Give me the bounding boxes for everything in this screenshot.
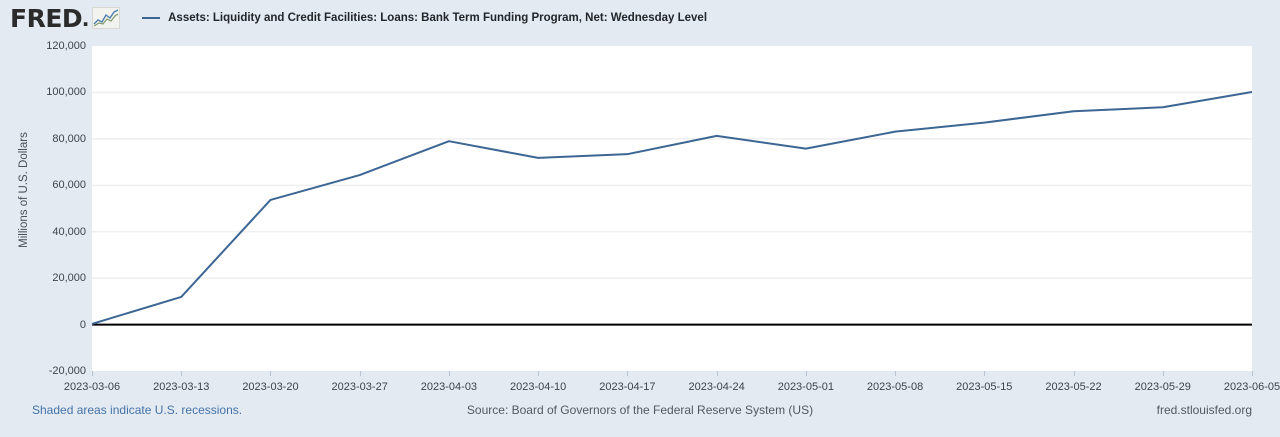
chart-footer: Shaded areas indicate U.S. recessions. S… — [0, 398, 1280, 437]
series-line-bank-term-funding-program — [92, 90, 1252, 325]
x-axis-tick-mark — [895, 371, 897, 376]
y-axis-tick-label: 80,000 — [52, 132, 86, 145]
x-axis-tick-label: 2023-04-24 — [688, 381, 745, 393]
x-axis-tick-mark — [270, 371, 272, 376]
source-note: Source: Board of Governors of the Federa… — [466, 403, 814, 417]
x-axis-tick-mark — [1252, 371, 1253, 376]
x-axis-tick-mark — [181, 371, 183, 376]
x-axis-tick-label: 2023-03-13 — [153, 381, 210, 393]
x-axis-tick-label: 2023-04-10 — [510, 381, 567, 393]
x-axis-tick-mark — [1162, 371, 1164, 376]
y-axis-tick-label: 0 — [79, 318, 86, 331]
fred-wordmark-dot: . — [82, 3, 90, 32]
x-axis-tick-label: 2023-04-17 — [599, 381, 656, 393]
x-axis-tick-mark — [92, 371, 93, 376]
x-axis-tick-mark — [627, 371, 629, 376]
series-plot — [92, 90, 1252, 326]
x-axis-tick-label: 2023-03-06 — [63, 381, 121, 393]
x-axis-tick-label: 2023-05-08 — [866, 381, 924, 393]
x-axis-tick-mark — [359, 371, 361, 376]
x-axis-tick-label: 2023-05-22 — [1045, 381, 1102, 393]
x-axis-tick-label: 2023-04-03 — [420, 381, 478, 393]
x-axis-ticks: 2023-03-06 2023-03-13 2023-03-20 2023-03-27… — [64, 371, 1280, 397]
x-axis-tick-mark — [448, 371, 450, 376]
x-axis-tick-mark — [538, 371, 540, 376]
fred-wordmark: FRED — [10, 3, 83, 33]
x-axis-tick-mark — [716, 371, 718, 376]
y-axis-tick-label: 60,000 — [52, 179, 86, 192]
x-axis-tick-label: 2023-05-15 — [956, 381, 1013, 393]
y-axis-tick-label: 120,000 — [46, 40, 86, 52]
y-axis-tick-label: 20,000 — [52, 272, 86, 285]
x-axis-tick-label: 2023-03-20 — [242, 381, 299, 393]
x-axis-tick-mark — [805, 371, 807, 376]
y-axis-tick-label: 100,000 — [46, 86, 86, 99]
gridlines — [92, 91, 1252, 279]
chart-legend[interactable]: Assets: Liquidity and Credit Facilities:… — [142, 12, 707, 24]
chart-header: FRED . Assets: Liquidity and Credit Faci… — [0, 0, 1280, 36]
y-axis-tick-label: -20,000 — [48, 365, 86, 377]
plot-area[interactable] — [92, 46, 1252, 371]
x-axis-tick-mark — [1073, 371, 1075, 376]
y-axis-ticks: 120,000 100,000 80,000 60,000 40,000 20,000 0 -… — [0, 40, 86, 377]
x-axis-tick-label: 2023-03-27 — [331, 381, 388, 393]
x-axis-tick-mark — [984, 371, 986, 376]
x-axis-tick-label: 2023-06-05 — [1223, 381, 1280, 393]
x-axis-tick-label: 2023-05-01 — [777, 381, 834, 393]
legend-series-label: Assets: Liquidity and Credit Facilities:… — [168, 12, 708, 24]
chart-container: Millions of U.S. Dollars 120,000 100,000 8… — [0, 36, 1280, 398]
x-axis-tick-label: 2023-05-29 — [1134, 381, 1191, 393]
fred-url: fred.stlouisfed.org — [1156, 403, 1252, 417]
legend-color-swatch — [142, 17, 161, 19]
recessions-note-link[interactable]: Shaded areas indicate U.S. recessions. — [32, 403, 243, 417]
y-axis-tick-label: 40,000 — [52, 225, 86, 238]
fred-logo[interactable]: FRED . — [10, 3, 121, 33]
line-chart-icon — [92, 7, 121, 29]
